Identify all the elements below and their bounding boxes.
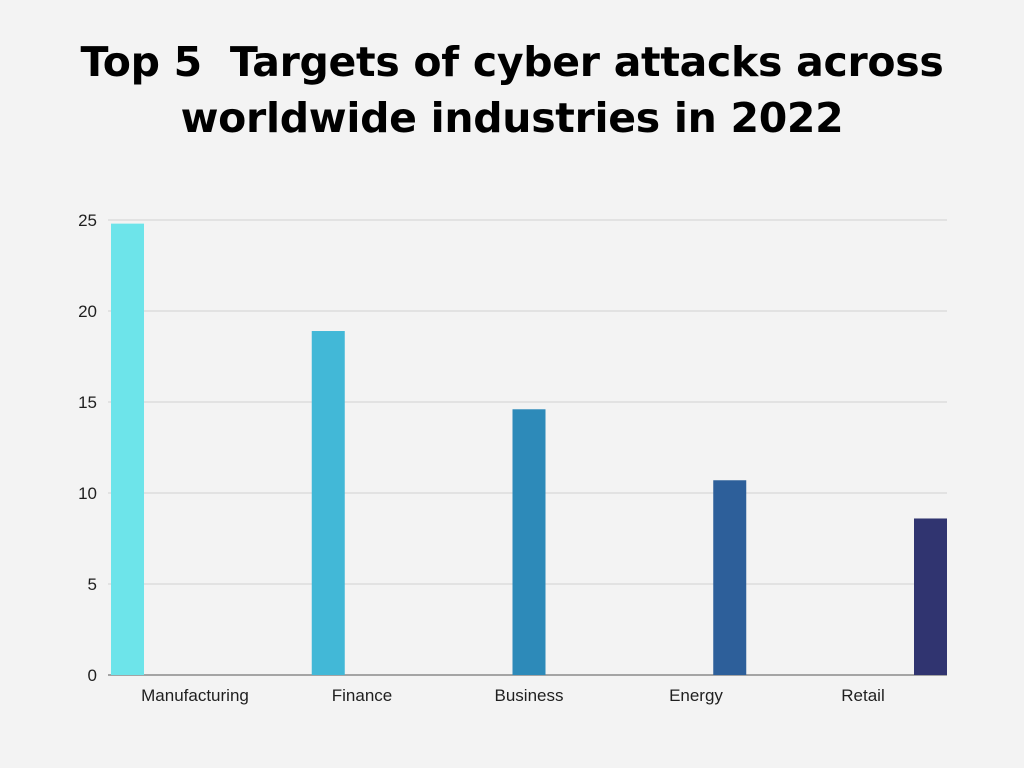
bar-finance xyxy=(311,331,345,675)
x-category-label: Retail xyxy=(841,686,884,705)
y-tick-label: 25 xyxy=(78,211,97,230)
y-tick-label: 20 xyxy=(78,302,97,321)
y-tick-label: 5 xyxy=(88,575,97,594)
x-category-label: Manufacturing xyxy=(141,686,249,705)
bar-manufacturing xyxy=(111,223,144,675)
y-axis-ticks: 0 5 10 15 20 25 xyxy=(78,211,97,685)
x-category-label: Business xyxy=(495,686,564,705)
x-axis-labels: Manufacturing Finance Business Energy Retail xyxy=(141,686,885,705)
bar-business xyxy=(512,409,546,675)
chart-title-line-1: Top 5 Targets of cyber attacks across xyxy=(80,38,944,86)
y-tick-label: 0 xyxy=(88,666,97,685)
bar-energy xyxy=(713,480,747,675)
x-category-label: Energy xyxy=(669,686,723,705)
y-tick-label: 15 xyxy=(78,393,97,412)
y-tick-label: 10 xyxy=(78,484,97,503)
bars xyxy=(111,223,947,675)
x-category-label: Finance xyxy=(332,686,392,705)
chart-title: Top 5 Targets of cyber attacks across wo… xyxy=(0,34,1024,146)
chart-title-line-2: worldwide industries in 2022 xyxy=(180,94,844,142)
bar-retail xyxy=(914,518,947,675)
